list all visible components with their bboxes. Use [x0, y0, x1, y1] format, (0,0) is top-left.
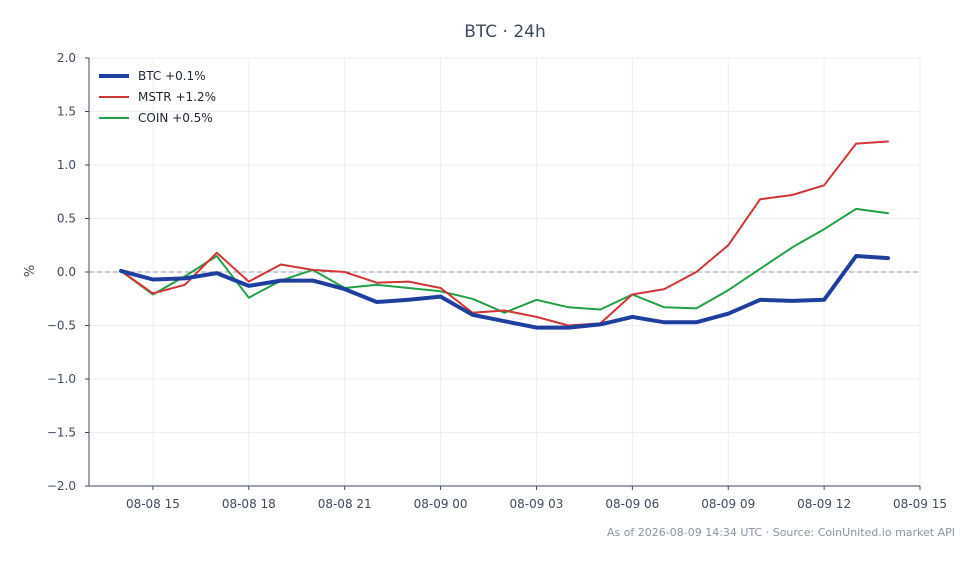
y-tick-label: 0.0	[57, 265, 76, 279]
y-tick-label: −2.0	[47, 479, 76, 493]
axes: −2.0 −1.5 −1.0 −0.5 0.0 0.5 1.0 1.5 2.0 08-08 15 0…	[47, 51, 947, 511]
grid	[89, 57, 921, 487]
x-tick-label: 08-09 15	[893, 497, 947, 511]
series-line	[119, 254, 890, 330]
legend: BTC +0.1% MSTR +1.2% COIN +0.5%	[99, 69, 216, 125]
x-tick-label: 08-09 09	[701, 497, 755, 511]
series-lines	[119, 140, 890, 330]
source-footer: As of 2026-08-09 14:34 UTC · Source: Coi…	[606, 526, 955, 539]
y-axis-label: %	[23, 265, 38, 277]
x-tick-label: 08-08 15	[126, 497, 180, 511]
legend-label: BTC +0.1%	[138, 69, 206, 83]
legend-label: MSTR +1.2%	[138, 90, 216, 104]
chart-title: BTC · 24h	[464, 22, 546, 42]
y-tick-label: −0.5	[47, 319, 76, 333]
x-tick-label: 08-09 12	[797, 497, 851, 511]
series-line	[120, 207, 889, 314]
x-tick-label: 08-09 00	[414, 497, 468, 511]
y-tick-label: 1.0	[57, 158, 76, 172]
legend-label: COIN +0.5%	[138, 111, 213, 125]
y-tick-label: 2.0	[57, 51, 76, 65]
y-tick-label: −1.0	[47, 372, 76, 386]
y-tick-label: 1.5	[57, 105, 76, 119]
y-tick-label: −1.5	[47, 426, 76, 440]
series-line	[120, 140, 889, 327]
x-tick-label: 08-08 21	[318, 497, 372, 511]
y-tick-label: 0.5	[57, 212, 76, 226]
x-tick-label: 08-09 06	[605, 497, 659, 511]
x-tick-label: 08-08 18	[222, 497, 276, 511]
x-tick-label: 08-09 03	[509, 497, 563, 511]
